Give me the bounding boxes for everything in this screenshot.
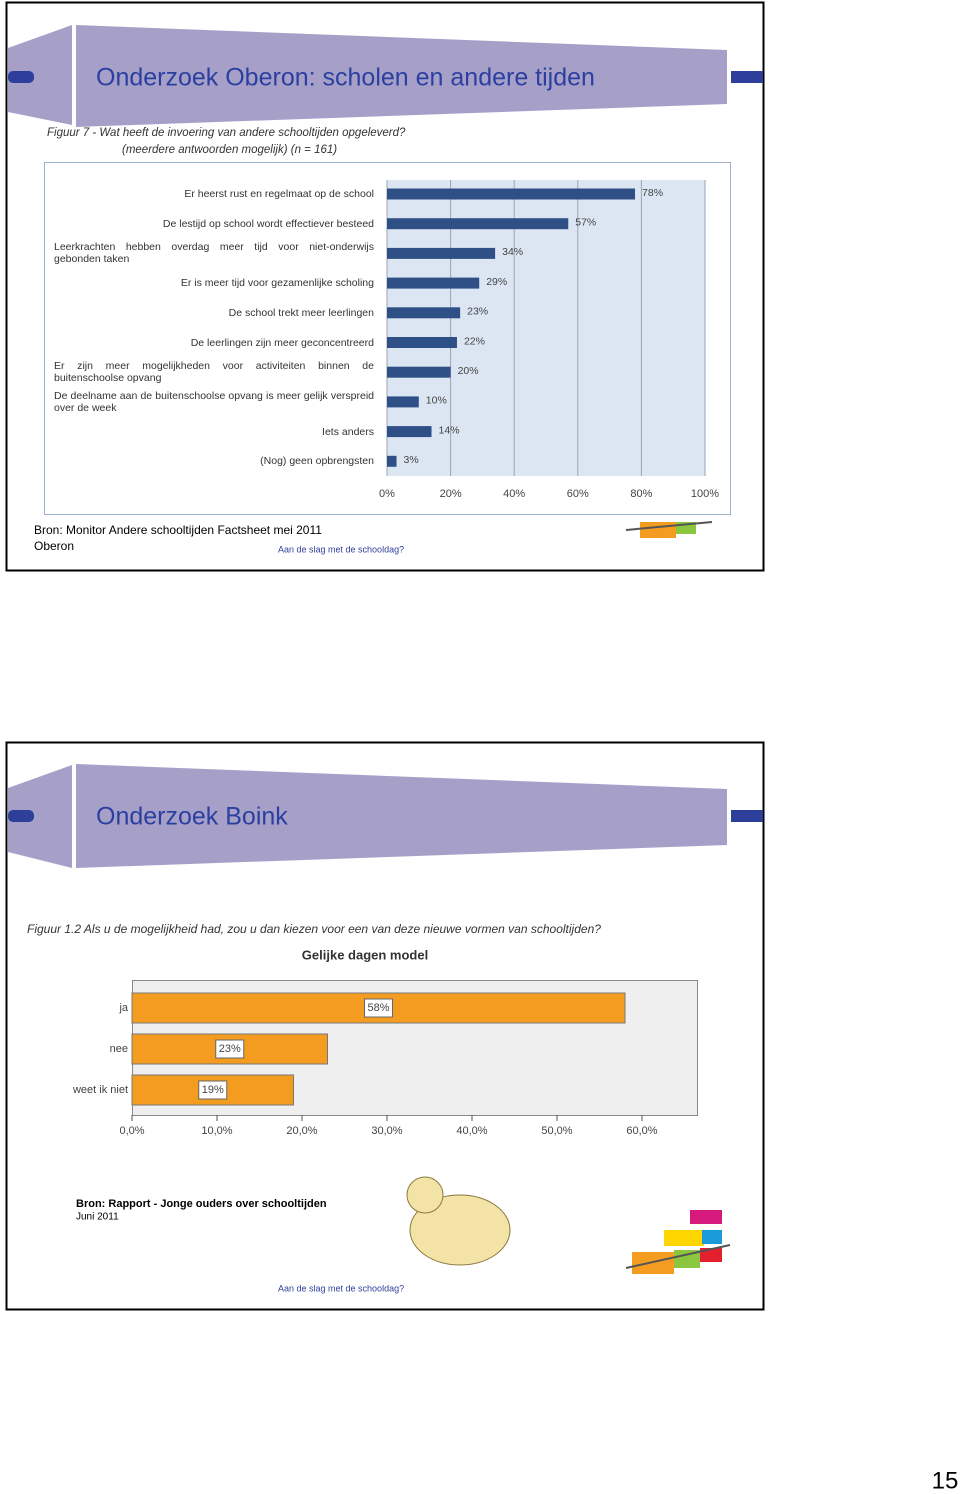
source: Bron: Rapport - Jonge ouders over school…	[76, 1198, 327, 1210]
x-tick-label: 80%	[630, 488, 652, 500]
slide-2: Onderzoek Boink Bron: Rapport - Jonge ou…	[5, 741, 765, 1311]
value-label-box	[364, 998, 393, 1018]
category-label: Leerkrachten hebben overdag meer tijd vo…	[54, 241, 374, 266]
value-label: 57%	[575, 216, 596, 228]
plot-area	[387, 180, 705, 476]
chart-title: Figuur 7 - Wat heeft de invoering van an…	[47, 127, 406, 139]
x-tick-label: 10,0%	[201, 1125, 232, 1137]
footer: Aan de slag met de schooldag?	[278, 544, 404, 554]
category-label: De leerlingen zijn meer geconcentreerd	[190, 336, 374, 349]
value-label: 34%	[502, 246, 523, 258]
x-tick-label: 0%	[379, 488, 395, 500]
bar	[387, 247, 496, 259]
category-label: De school trekt meer leerlingen	[228, 306, 374, 319]
bar	[387, 218, 569, 230]
x-tick-label: 100%	[691, 488, 719, 500]
footer: Aan de slag met de schooldag?	[278, 1283, 404, 1293]
bar	[387, 426, 432, 438]
slide-1: Onderzoek Oberon: scholen en andere tijd…	[5, 1, 765, 572]
category-label: Er is meer tijd voor gezamenlijke scholi…	[180, 277, 374, 290]
page-number: 15	[932, 1467, 959, 1494]
x-tick-label: 0,0%	[119, 1125, 144, 1137]
category-label: De lestijd op school wordt effectiever b…	[162, 217, 374, 230]
banner-left	[8, 25, 72, 125]
category-label: (Nog) geen opbrengsten	[260, 455, 374, 468]
banner-left	[8, 765, 72, 868]
x-tick-label: 60,0%	[626, 1125, 657, 1137]
value-label: 23%	[467, 306, 488, 318]
value-label-box	[215, 1039, 245, 1059]
category-label: ja	[118, 1002, 128, 1014]
bar	[387, 277, 480, 289]
tab	[731, 810, 763, 822]
bar	[387, 366, 451, 378]
value-label: 22%	[464, 335, 485, 347]
value-label: 10%	[426, 395, 447, 407]
value-label: 58%	[367, 1002, 389, 1014]
value-label: 19%	[202, 1084, 224, 1096]
bar	[387, 455, 397, 467]
x-tick-label: 30,0%	[371, 1125, 402, 1137]
category-label: Er zijn meer mogelijkheden voor activite…	[54, 360, 374, 385]
chart-subtitle: (meerdere antwoorden mogelijk) (n = 161)	[122, 144, 337, 156]
value-label-box	[198, 1080, 228, 1100]
x-tick-label: 40,0%	[456, 1125, 487, 1137]
slide-title: Onderzoek Oberon: scholen en andere tijd…	[96, 64, 595, 92]
value-label: 14%	[439, 424, 460, 436]
banner	[76, 764, 727, 868]
value-label: 3%	[404, 454, 419, 466]
logo	[625, 1210, 731, 1274]
category-label: Iets anders	[322, 425, 374, 438]
x-tick-label: 20,0%	[286, 1125, 317, 1137]
x-tick-label: 60%	[567, 488, 589, 500]
value-label: 23%	[219, 1043, 241, 1055]
slide-title: Onderzoek Boink	[96, 803, 288, 831]
chart-subtitle: Gelijke dagen model	[302, 947, 428, 962]
value-label: 78%	[642, 187, 663, 199]
bar	[387, 307, 461, 319]
chart-title: Figuur 1.2 Als u de mogelijkheid had, zo…	[27, 922, 601, 936]
logo	[625, 521, 713, 538]
tab	[731, 71, 763, 83]
category-label: Er heerst rust en regelmaat op de school	[184, 188, 374, 200]
category-label: De deelname aan de buitenschoolse opvang…	[54, 389, 374, 414]
category-label: weet ik niet	[72, 1084, 128, 1096]
bar	[387, 396, 419, 408]
chick-illustration	[406, 1176, 511, 1266]
source: Juni 2011	[76, 1212, 119, 1223]
tab	[8, 71, 34, 83]
category-label: nee	[110, 1043, 128, 1055]
tab	[8, 810, 34, 822]
banner	[76, 25, 727, 127]
bar	[387, 188, 636, 200]
x-tick-label: 40%	[503, 488, 525, 500]
bar	[387, 337, 457, 348]
x-tick-label: 20%	[440, 488, 462, 500]
x-tick-label: 50,0%	[541, 1125, 572, 1137]
source: Oberon	[34, 539, 74, 553]
source: Bron: Monitor Andere schooltijden Factsh…	[34, 523, 322, 537]
value-label: 29%	[486, 276, 507, 288]
value-label: 20%	[458, 365, 479, 377]
